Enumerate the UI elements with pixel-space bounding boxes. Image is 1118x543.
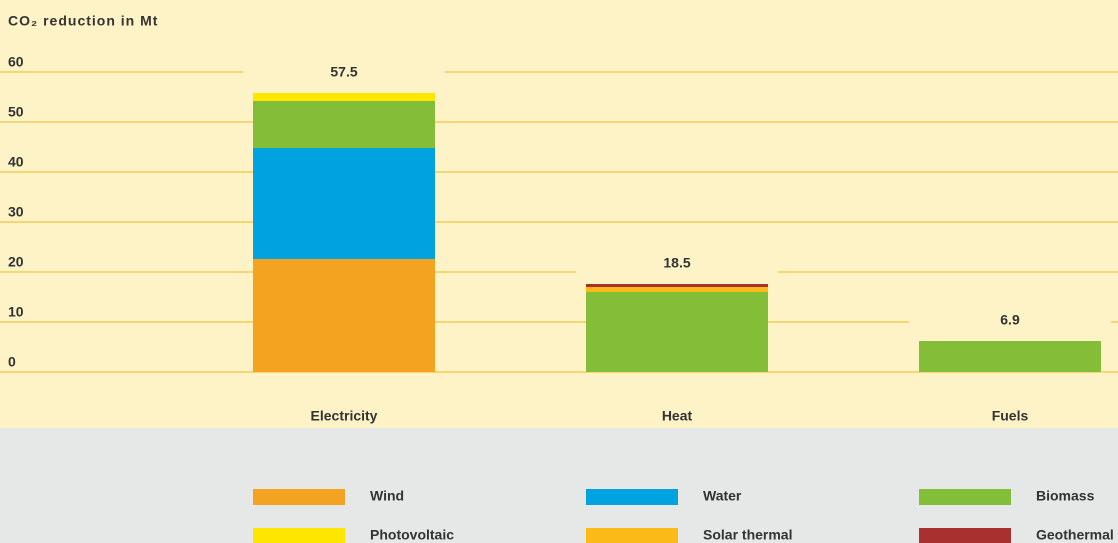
bar-segment [586, 287, 768, 292]
x-tick-label: Heat [662, 408, 693, 424]
bar-segment [253, 148, 435, 259]
legend-swatch [586, 528, 678, 543]
legend-label: Biomass [1036, 488, 1095, 504]
y-tick-label: 40 [8, 154, 24, 170]
legend-swatch [253, 489, 345, 505]
legend-label: Photovoltaic [370, 527, 454, 543]
total-label: 57.5 [330, 64, 357, 80]
bar-segment [253, 93, 435, 101]
total-label: 18.5 [663, 255, 690, 271]
y-tick-label: 50 [8, 104, 24, 120]
y-tick-label: 0 [8, 354, 16, 370]
label-background [243, 61, 445, 85]
legend-label: Water [703, 488, 742, 504]
bar-segment [253, 259, 435, 372]
legend-swatch [919, 489, 1011, 505]
legend-swatch [253, 528, 345, 543]
bar-segment [919, 341, 1101, 372]
legend-label: Solar thermal [703, 527, 792, 543]
legend-swatch [586, 489, 678, 505]
y-tick-label: 60 [8, 54, 24, 70]
legend-label: Geothermal [1036, 527, 1114, 543]
label-background [909, 309, 1111, 333]
label-background [576, 252, 778, 276]
bar-segment [586, 292, 768, 372]
total-label: 6.9 [1000, 312, 1020, 328]
legend-label: Wind [370, 488, 404, 504]
legend-background [0, 428, 1118, 543]
x-tick-label: Electricity [311, 408, 378, 424]
chart-title: CO₂ reduction in Mt [8, 13, 158, 29]
bar-segment [586, 284, 768, 287]
y-tick-label: 20 [8, 254, 24, 270]
legend-swatch [919, 528, 1011, 543]
x-tick-label: Fuels [992, 408, 1029, 424]
y-tick-label: 30 [8, 204, 24, 220]
y-tick-label: 10 [8, 304, 24, 320]
bar-segment [253, 101, 435, 148]
